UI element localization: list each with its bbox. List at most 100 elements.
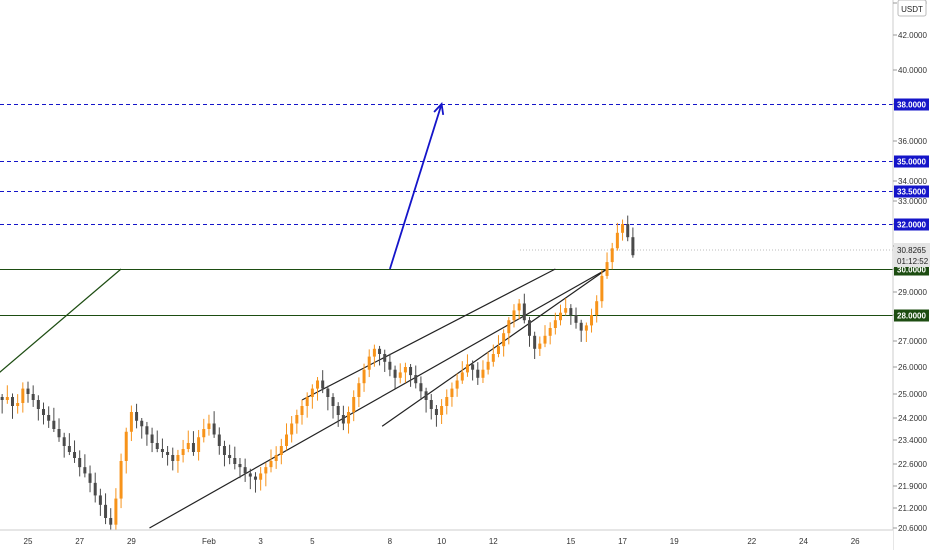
candle-body [507, 320, 511, 334]
candle-body [243, 467, 247, 474]
level-badge [894, 185, 929, 198]
candle-body [222, 446, 226, 455]
level-badge-label: 32.0000 [897, 221, 926, 230]
candle-body [465, 364, 469, 373]
price-tick-label: 40.0000 [898, 66, 927, 75]
level-badge-label: 33.5000 [897, 188, 926, 197]
trendlines [0, 268, 608, 529]
candle-body [52, 420, 56, 429]
horizontal-levels [0, 104, 893, 316]
candle-body [88, 473, 92, 483]
candle-body [372, 348, 376, 357]
candle-body [331, 397, 335, 406]
level-badge [894, 218, 929, 231]
price-tick-label: 21.9000 [898, 482, 927, 491]
candle-body [300, 406, 304, 415]
candle-body [264, 467, 268, 474]
candle-body [181, 449, 185, 455]
candle-body [440, 406, 444, 415]
candle-body [393, 369, 397, 378]
price-tick-label: 25.0000 [898, 390, 927, 399]
price-tick-label: 36.0000 [898, 137, 927, 146]
current-price-box [894, 242, 930, 267]
candle-body [527, 320, 531, 336]
candle-body [367, 356, 371, 370]
candle-body [445, 397, 449, 406]
candle-body [378, 348, 382, 354]
level-badge-label: 28.0000 [897, 312, 926, 321]
candle-body [486, 361, 490, 370]
level-badge [894, 155, 929, 168]
candle-body [553, 320, 557, 328]
candle-body [42, 409, 46, 415]
projection-arrow-line [389, 103, 443, 270]
candle-body [424, 391, 428, 400]
time-tick-label: 24 [799, 537, 808, 546]
candle-body [496, 346, 500, 354]
candle-body [124, 431, 128, 461]
candle-body [135, 412, 139, 421]
level-badge [894, 98, 929, 111]
candle-body [217, 434, 221, 446]
candle-body [352, 397, 356, 412]
candle-body [403, 367, 407, 373]
time-tick-label: 12 [489, 537, 498, 546]
candle-body [429, 400, 433, 409]
candle-body [47, 415, 51, 421]
candle-body [155, 443, 159, 449]
candle-body [207, 423, 211, 429]
candle-body [388, 361, 392, 370]
price-tick-label: 23.4000 [898, 436, 927, 445]
candle-body [341, 415, 345, 424]
candle-body [491, 354, 495, 362]
candle-body [590, 315, 594, 326]
currency-label: USDT [901, 5, 923, 14]
time-tick-label: 22 [747, 537, 756, 546]
price-tick-label: 20.6000 [898, 524, 927, 533]
candle-body [471, 364, 475, 370]
candle-body [305, 397, 309, 406]
candle-body [316, 380, 320, 389]
time-axis-background [0, 530, 893, 550]
candle-body [434, 409, 438, 415]
candle-body [31, 394, 35, 400]
candle-body [502, 333, 506, 347]
price-tick-label: 42.0000 [898, 31, 927, 40]
candle-body [274, 455, 278, 461]
time-tick-label: 29 [127, 537, 136, 546]
candle-body [543, 335, 547, 344]
projection-arrow-head [433, 102, 445, 116]
candle-body [0, 397, 4, 400]
candle-body [197, 437, 201, 452]
candle-body [10, 397, 14, 406]
level-badge-label: 30.0000 [897, 266, 926, 275]
price-tick-label: 34.0000 [898, 177, 927, 186]
candle-body [73, 452, 77, 458]
candle-body [517, 303, 521, 311]
candle-body [16, 403, 20, 406]
price-tick-label: 33.0000 [898, 197, 927, 206]
candle-body [321, 380, 325, 389]
candle-body [279, 446, 283, 455]
candle-body [326, 388, 330, 397]
candle-body [584, 325, 588, 331]
current-price-label: 30.8265 [897, 246, 926, 255]
time-tick-label: 10 [437, 537, 446, 546]
trendline [149, 268, 608, 529]
candle-body [559, 312, 563, 321]
candle-body [145, 426, 149, 435]
candle-body [621, 224, 625, 233]
candle-body [171, 455, 175, 461]
candle-body [579, 322, 583, 331]
candle-body [362, 369, 366, 384]
time-tick-label: 19 [670, 537, 679, 546]
candle-body [83, 467, 87, 474]
candle-body [522, 303, 526, 321]
candle-body [610, 248, 614, 263]
candle-body [119, 461, 123, 499]
time-tick-label: 27 [75, 537, 84, 546]
candle-body [98, 495, 102, 505]
candle-body [615, 232, 619, 249]
time-tick-label: 15 [566, 537, 575, 546]
